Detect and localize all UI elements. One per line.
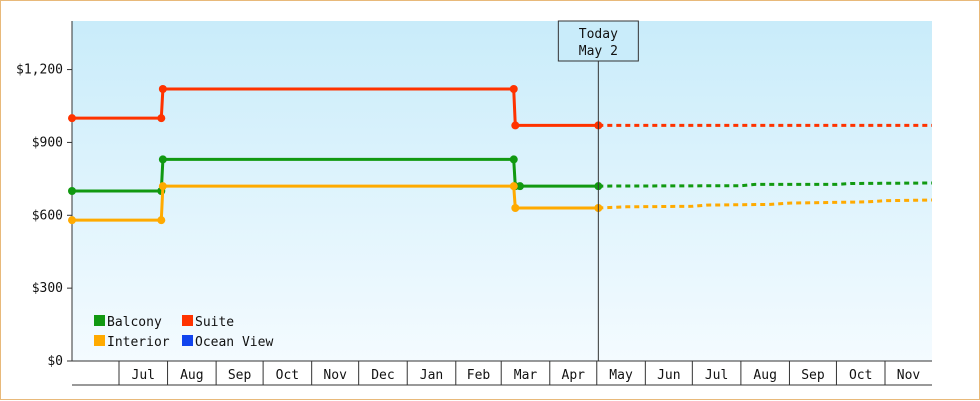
legend-swatch — [94, 335, 105, 346]
x-tick-label: Mar — [514, 368, 538, 383]
legend-label: Ocean View — [195, 335, 273, 350]
y-tick-label: $1,200 — [16, 63, 63, 78]
legend-swatch — [182, 335, 193, 346]
data-point — [68, 114, 76, 123]
data-point — [68, 216, 76, 225]
data-point — [516, 182, 525, 191]
y-tick-label: $600 — [32, 208, 63, 223]
data-point — [158, 182, 167, 191]
x-tick-label: Oct — [276, 368, 299, 383]
data-point — [68, 187, 76, 195]
data-point — [511, 121, 520, 130]
y-tick-label: $300 — [32, 281, 63, 296]
data-point — [509, 182, 518, 191]
legend-swatch — [94, 315, 105, 326]
legend-swatch — [182, 315, 193, 326]
data-point — [509, 85, 518, 93]
x-tick-label: Dec — [371, 368, 394, 383]
data-point — [511, 204, 520, 212]
data-point — [158, 155, 167, 164]
legend-item-interior: Interior — [94, 335, 170, 350]
legend-item-balcony: Balcony — [94, 315, 162, 330]
x-axis: Jul Aug Sep Oct Nov Dec Jan Feb Mar Apr May Jun Jul A… — [72, 360, 932, 386]
x-tick-label: Feb — [467, 368, 491, 383]
data-point — [158, 85, 167, 93]
x-tick-label: Jun — [657, 368, 680, 383]
x-tick-label: Aug — [753, 368, 776, 383]
today-marker: Today May 2 — [557, 20, 639, 361]
series-line — [72, 184, 599, 222]
y-axis: $0 $300 $600 $900 $1,200 — [16, 21, 73, 369]
x-tick-label: Apr — [562, 368, 586, 383]
x-tick-label: May — [609, 368, 633, 383]
plot-area — [72, 21, 932, 361]
x-tick-label: Sep — [801, 368, 825, 383]
y-tick-label: $0 — [47, 354, 63, 369]
data-point — [157, 216, 166, 225]
x-tick-label: Jul — [132, 368, 155, 383]
forecast-line — [598, 198, 933, 210]
forecast-line — [598, 181, 933, 188]
x-tick-label: Jan — [420, 368, 443, 383]
x-tick-label: Nov — [323, 368, 347, 383]
legend-label: Balcony — [107, 315, 162, 330]
series-suite — [68, 85, 932, 130]
today-date: May 2 — [579, 44, 618, 59]
today-label: Today — [579, 27, 618, 42]
x-tick-label: Jul — [705, 368, 728, 383]
legend: Balcony Suite Interior Ocean View — [94, 315, 273, 350]
legend-label: Interior — [107, 335, 170, 350]
y-tick-label: $900 — [32, 135, 63, 150]
legend-label: Suite — [195, 315, 234, 330]
x-tick-label: Oct — [849, 368, 872, 383]
data-point — [157, 114, 166, 123]
legend-item-ocean-view: Ocean View — [182, 335, 273, 350]
today-box — [557, 20, 639, 62]
series-line — [72, 87, 599, 127]
data-point — [509, 155, 518, 164]
x-tick-label: Nov — [897, 368, 921, 383]
x-tick-label: Sep — [228, 368, 252, 383]
x-tick-label: Aug — [180, 368, 203, 383]
legend-item-suite: Suite — [182, 315, 234, 330]
